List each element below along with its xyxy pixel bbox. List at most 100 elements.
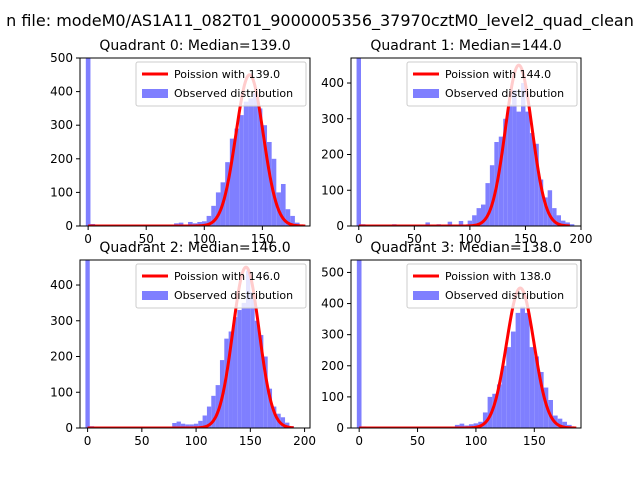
histogram-bar bbox=[525, 111, 530, 226]
x-tick-label: 100 bbox=[464, 434, 487, 448]
histogram-bar bbox=[534, 356, 539, 428]
y-tick-label: 200 bbox=[321, 359, 344, 373]
histogram-bar bbox=[561, 220, 566, 226]
histogram-bar bbox=[232, 317, 238, 428]
x-tick-label: 50 bbox=[134, 434, 149, 448]
y-tick-label: 100 bbox=[321, 183, 344, 197]
subplot-title: Quadrant 2: Median=146.0 bbox=[99, 240, 290, 256]
legend-box bbox=[135, 263, 307, 309]
legend-bar-swatch bbox=[142, 291, 168, 300]
legend: Poission with 146.0 Observed distribution bbox=[135, 263, 307, 309]
histogram-bar bbox=[459, 423, 465, 428]
x-tick-label: 150 bbox=[514, 232, 537, 246]
histogram-bar bbox=[515, 312, 521, 428]
legend-bar-swatch bbox=[413, 89, 439, 98]
subplot-title: Quadrant 3: Median=138.0 bbox=[370, 240, 561, 256]
legend: Poission with 144.0 Observed distribution bbox=[406, 61, 578, 107]
histogram-bar bbox=[556, 215, 561, 226]
x-tick-label: 150 bbox=[251, 232, 274, 246]
histogram-bar bbox=[189, 424, 194, 428]
histogram-bar bbox=[290, 215, 295, 226]
x-tick-label: 100 bbox=[193, 232, 216, 246]
y-tick-label: 400 bbox=[50, 278, 73, 292]
histogram-bar bbox=[225, 162, 230, 226]
y-tick-label: 200 bbox=[50, 152, 73, 166]
histogram-bar bbox=[498, 136, 504, 226]
subplot-3: Quadrant 3: Median=138.0 0 50 100 150 0 100 200… bbox=[321, 240, 582, 448]
histogram-bar bbox=[254, 320, 260, 428]
y-tick-label: 0 bbox=[65, 421, 73, 435]
legend-label-observed: Observed distribution bbox=[174, 87, 293, 100]
histogram-bar bbox=[447, 221, 453, 226]
axes-frame bbox=[79, 57, 311, 227]
histogram-bar bbox=[503, 118, 508, 226]
histogram-bar bbox=[228, 331, 233, 428]
histogram-bar bbox=[85, 58, 91, 226]
histogram-bar bbox=[176, 421, 181, 428]
histogram-bar bbox=[458, 220, 464, 226]
y-tick-label: 300 bbox=[50, 314, 73, 328]
histogram-bar bbox=[507, 104, 513, 226]
histogram-bar bbox=[565, 222, 570, 226]
subplot-title: Quadrant 0: Median=139.0 bbox=[99, 38, 290, 54]
y-tick-label: 200 bbox=[50, 350, 73, 364]
y-tick-label: 300 bbox=[321, 328, 344, 342]
histogram-bar bbox=[211, 205, 216, 226]
legend-label-poisson: Poission with 144.0 bbox=[445, 68, 551, 81]
histogram-bar bbox=[524, 312, 530, 428]
histogram-bar bbox=[467, 220, 473, 226]
histogram-bar bbox=[501, 365, 507, 428]
histogram-bar bbox=[356, 58, 361, 226]
y-tick-label: 400 bbox=[321, 297, 344, 311]
histogram-bar bbox=[489, 165, 495, 226]
histogram-bar bbox=[188, 221, 193, 226]
histogram-bar bbox=[510, 331, 516, 428]
subplot-grid: Quadrant 0: Median=139.0 0 50 100 150 0 100 200… bbox=[50, 38, 592, 448]
y-tick-label: 0 bbox=[336, 219, 344, 233]
x-tick-label: 100 bbox=[458, 232, 481, 246]
legend-label-observed: Observed distribution bbox=[445, 87, 564, 100]
histogram-bar bbox=[496, 384, 502, 428]
histogram-bar bbox=[267, 142, 272, 226]
legend-bar-swatch bbox=[413, 291, 439, 300]
histogram-bar bbox=[472, 215, 477, 226]
histogram-bar bbox=[85, 260, 90, 428]
histogram-bar bbox=[215, 385, 220, 428]
axes-frame bbox=[350, 57, 582, 227]
histogram-bar bbox=[473, 423, 479, 428]
histogram-bar bbox=[257, 108, 263, 226]
y-tick-label: 400 bbox=[321, 76, 344, 90]
y-tick-label: 100 bbox=[321, 390, 344, 404]
histogram-bar bbox=[178, 222, 184, 226]
histogram-bar bbox=[521, 83, 526, 226]
histogram-bar bbox=[248, 98, 254, 226]
histogram-bar bbox=[180, 423, 186, 428]
plot-area bbox=[85, 260, 294, 428]
x-tick-label: 200 bbox=[570, 232, 593, 246]
x-tick-label: 0 bbox=[355, 232, 363, 246]
legend: Poission with 139.0 Observed distribution bbox=[135, 61, 307, 107]
x-tick-label: 0 bbox=[355, 434, 363, 448]
histogram-bar bbox=[237, 310, 242, 428]
histogram-bar bbox=[253, 93, 258, 226]
histogram-bar bbox=[272, 406, 277, 428]
legend-label-observed: Observed distribution bbox=[174, 289, 293, 302]
histogram-bar bbox=[476, 208, 481, 226]
plot-area bbox=[85, 58, 306, 226]
legend-label-observed: Observed distribution bbox=[445, 289, 564, 302]
y-tick-label: 0 bbox=[65, 219, 73, 233]
histogram-bar bbox=[263, 356, 268, 428]
legend-bar-swatch bbox=[142, 89, 168, 98]
y-tick-label: 300 bbox=[50, 118, 73, 132]
histogram-bar bbox=[538, 372, 544, 428]
legend-box bbox=[135, 61, 307, 107]
histogram-bar bbox=[172, 422, 177, 428]
histogram-bar bbox=[198, 420, 203, 428]
histogram-bar bbox=[241, 302, 246, 428]
plot-area bbox=[356, 260, 577, 428]
x-tick-label: 50 bbox=[139, 232, 154, 246]
histogram-bar bbox=[206, 215, 212, 226]
histogram-bar bbox=[543, 197, 548, 226]
legend-label-poisson: Poission with 138.0 bbox=[445, 270, 551, 283]
